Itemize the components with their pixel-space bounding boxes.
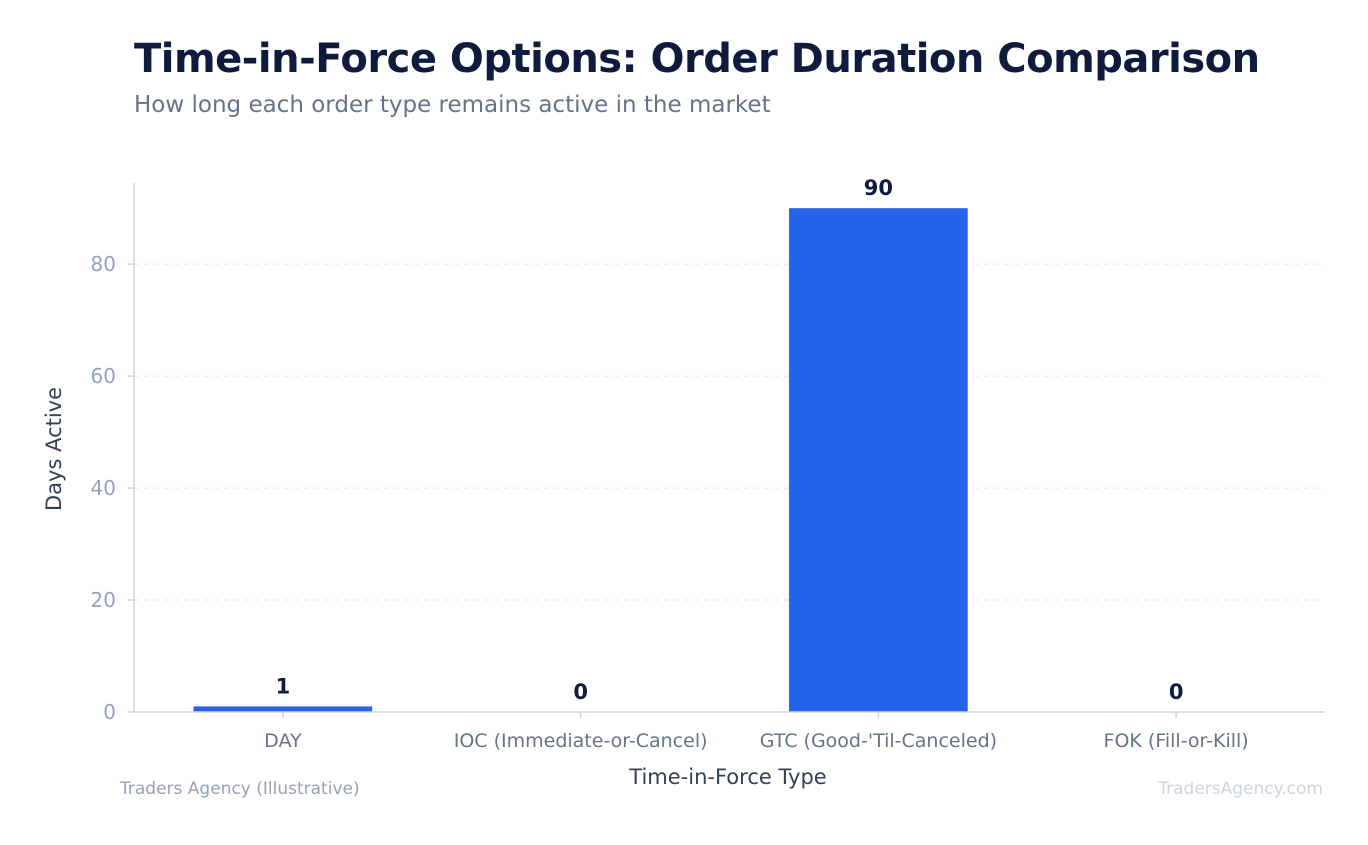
y-tick-label: 60 <box>91 364 116 388</box>
data-label: 1 <box>276 674 291 698</box>
y-tick-label: 0 <box>103 700 116 724</box>
y-tick-label: 80 <box>91 252 116 276</box>
chart-title: Time-in-Force Options: Order Duration Co… <box>134 36 1260 82</box>
x-tick-label: FOK (Fill-or-Kill) <box>1104 730 1249 752</box>
x-axis-label: Time-in-Force Type <box>628 765 826 789</box>
data-label: 0 <box>1169 680 1184 704</box>
x-tick-label: DAY <box>264 730 302 752</box>
source-note: Traders Agency (Illustrative) <box>120 779 360 799</box>
y-axis-label: Days Active <box>42 387 66 511</box>
x-tick-labels: DAY IOC (Immediate-or-Cancel) GTC (Good-'T… <box>264 712 1249 752</box>
y-tick-label: 40 <box>91 476 116 500</box>
bar <box>193 706 373 712</box>
gridlines <box>134 263 1325 601</box>
data-label: 90 <box>864 176 893 200</box>
data-labels: 1 0 90 0 <box>276 176 1184 704</box>
bars <box>193 208 968 712</box>
brand-watermark: TradersAgency.com <box>1158 779 1323 799</box>
y-tick-labels: 0 20 40 60 80 <box>91 252 134 724</box>
chart-subtitle: How long each order type remains active … <box>134 92 771 118</box>
bar <box>789 208 968 712</box>
x-tick-label: GTC (Good-'Til-Canceled) <box>760 730 997 752</box>
y-tick-label: 20 <box>91 588 116 612</box>
axes <box>133 183 1325 713</box>
x-tick-label: IOC (Immediate-or-Cancel) <box>454 730 708 752</box>
data-label: 0 <box>573 680 588 704</box>
